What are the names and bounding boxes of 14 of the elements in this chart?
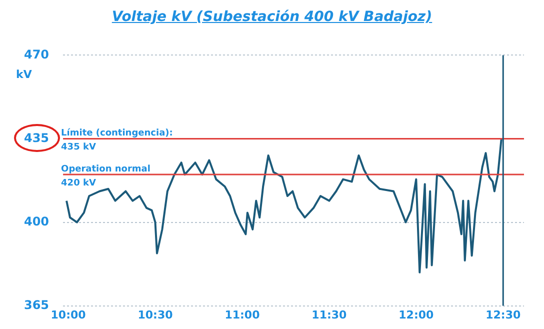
y-tick-label: 470 xyxy=(24,47,50,62)
x-tick-label: 11:00 xyxy=(224,308,260,322)
ref-line-label: Límite (contingencia): 435 kV xyxy=(61,128,173,153)
x-tick-label: 11:30 xyxy=(312,308,348,322)
y-tick-label: 435 xyxy=(24,130,50,145)
x-tick-label: 10:30 xyxy=(138,308,174,322)
y-axis-title: kV xyxy=(16,68,32,82)
y-tick-label: 400 xyxy=(24,214,50,228)
x-tick-label: 12:00 xyxy=(398,308,434,322)
chart-title: Voltaje kV (Subestación 400 kV Badajoz) xyxy=(110,8,434,27)
x-tick-label: 10:00 xyxy=(50,308,86,322)
x-tick-label: 12:30 xyxy=(486,308,521,322)
y-tick-label: 365 xyxy=(24,298,50,312)
ref-line-label: Operation normal 420 kV xyxy=(61,164,150,188)
